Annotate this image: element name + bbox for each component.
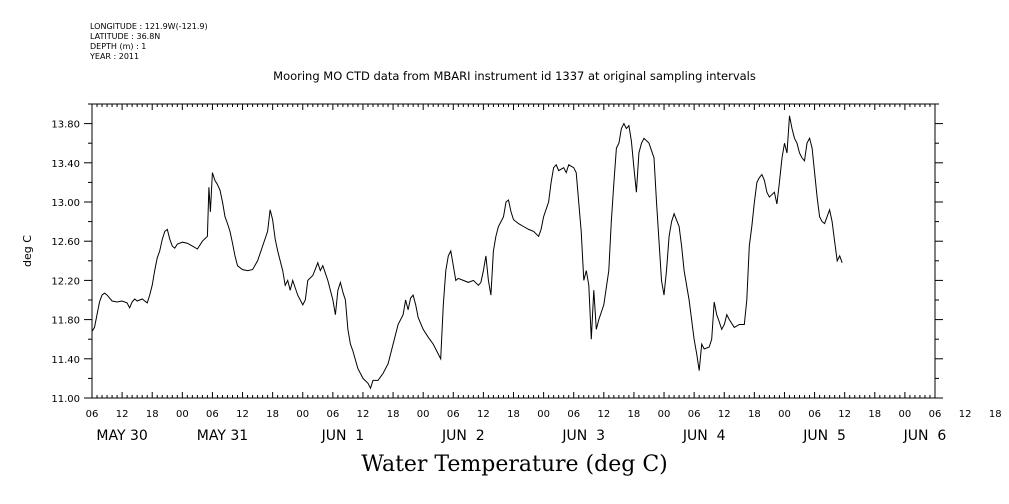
x-tick-label: 12	[477, 409, 490, 420]
day-label: MAY 30	[96, 428, 147, 444]
x-tick-label: 00	[176, 409, 189, 420]
x-tick-label: 06	[86, 409, 99, 420]
year-label: YEAR : 2011	[90, 52, 140, 61]
x-axis-label: Water Temperature (deg C)	[361, 452, 668, 477]
day-label: JUN 2	[441, 428, 485, 444]
x-tick-label: 06	[808, 409, 821, 420]
x-tick-label: 00	[658, 409, 671, 420]
y-tick-label: 12.60	[51, 237, 80, 248]
latitude-label: LATITUDE : 36.8N	[90, 32, 161, 41]
x-tick-label: 12	[959, 409, 972, 420]
plot-frame	[91, 103, 936, 399]
x-tick-label: 18	[868, 409, 881, 420]
longitude-label: LONGITUDE : 121.9W(-121.9)	[90, 22, 208, 31]
x-tick-label: 00	[899, 409, 912, 420]
x-tick-label: 00	[778, 409, 791, 420]
x-tick-label: 06	[567, 409, 580, 420]
day-label: JUN 3	[561, 428, 605, 444]
x-tick-label: 12	[718, 409, 731, 420]
y-tick-label: 11.00	[51, 394, 80, 405]
x-tick-label: 12	[597, 409, 610, 420]
depth-label: DEPTH (m) : 1	[90, 42, 147, 51]
x-tick-label: 18	[628, 409, 641, 420]
x-tick-label: 18	[266, 409, 279, 420]
chart-title: Mooring MO CTD data from MBARI instrumen…	[273, 69, 756, 83]
x-tick-label: 12	[838, 409, 851, 420]
y-axis-label: deg C	[21, 235, 34, 267]
axis-ticks	[84, 103, 943, 399]
x-tick-label: 06	[326, 409, 339, 420]
y-tick-label: 11.80	[51, 316, 80, 327]
day-label: JUN 1	[321, 428, 365, 444]
x-tick-label: 06	[447, 409, 460, 420]
x-tick-labels: 06 12 18 00 06 12 18 00 06 12 18 00 06 12 18 00 06 12 18 00…	[86, 409, 1002, 420]
y-tick-labels: 11.00 11.40 11.80 12.20 12.60 13.00 13.40 13.80	[51, 120, 80, 405]
x-tick-label: 18	[989, 409, 1002, 420]
x-tick-label: 18	[387, 409, 400, 420]
y-tick-label: 13.40	[51, 159, 80, 170]
x-tick-label: 12	[116, 409, 129, 420]
x-tick-label: 06	[929, 409, 942, 420]
day-label: JUN 6	[903, 428, 947, 444]
y-tick-label: 11.40	[51, 355, 80, 366]
x-tick-label: 12	[236, 409, 249, 420]
x-tick-label: 12	[357, 409, 370, 420]
x-tick-label: 00	[296, 409, 309, 420]
day-label: MAY 31	[197, 428, 248, 444]
day-label: JUN 5	[802, 428, 846, 444]
water-temperature-line	[91, 115, 843, 390]
day-label: JUN 4	[682, 428, 726, 444]
x-tick-label: 18	[748, 409, 761, 420]
x-tick-label: 06	[688, 409, 701, 420]
day-labels: MAY 30 MAY 31 JUN 1 JUN 2 JUN 3 JUN 4 JUN 5 JUN…	[96, 428, 946, 444]
x-tick-label: 00	[537, 409, 550, 420]
x-tick-label: 18	[507, 409, 520, 420]
metadata-block: LONGITUDE : 121.9W(-121.9) LATITUDE : 36…	[90, 22, 208, 62]
y-tick-label: 13.80	[51, 120, 80, 131]
x-tick-label: 18	[146, 409, 159, 420]
x-tick-label: 00	[417, 409, 430, 420]
x-tick-label: 06	[206, 409, 219, 420]
y-tick-label: 13.00	[51, 198, 80, 209]
y-tick-label: 12.20	[51, 276, 80, 287]
